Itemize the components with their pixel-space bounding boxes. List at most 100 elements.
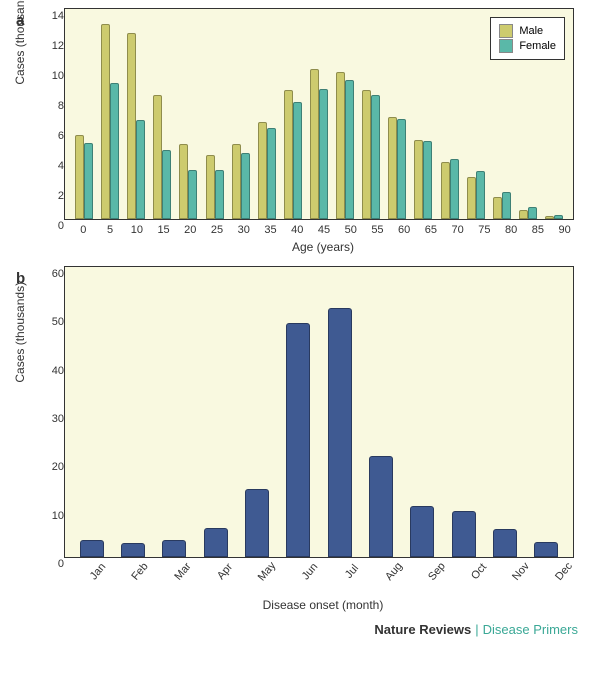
ytick-label: 10 — [52, 510, 64, 522]
bar-group — [280, 9, 306, 219]
bar — [232, 144, 241, 219]
bar — [286, 323, 310, 557]
bar — [241, 153, 250, 219]
footer-brand: Nature Reviews — [374, 622, 471, 637]
bar — [258, 122, 267, 220]
xtick-label: 20 — [177, 220, 204, 236]
ytick-label: 20 — [52, 461, 64, 473]
xtick-label: 85 — [524, 220, 551, 236]
bar — [206, 155, 215, 220]
bar — [362, 90, 371, 219]
bar — [410, 506, 434, 557]
footer-section: Disease Primers — [483, 622, 578, 637]
xtick-label: 10 — [123, 220, 150, 236]
ytick-label: 10 — [52, 70, 64, 82]
bar — [162, 150, 171, 219]
bar-group — [437, 9, 463, 219]
bar — [371, 95, 380, 220]
bar — [110, 83, 119, 220]
bar-group — [154, 267, 195, 557]
bar-group — [71, 9, 97, 219]
figure-footer: Nature Reviews|Disease Primers — [0, 616, 594, 647]
panel-a-legend: Male Female — [490, 17, 565, 60]
bar — [450, 159, 459, 219]
bar-group — [228, 9, 254, 219]
panel-b: b Cases (thousands) 0102030405060 JanFeb… — [12, 266, 582, 612]
ytick-label: 60 — [52, 268, 64, 280]
bar — [293, 102, 302, 219]
bar — [75, 135, 84, 219]
bar — [554, 215, 563, 220]
bar — [493, 529, 517, 557]
bar-group — [443, 267, 484, 557]
bar — [519, 210, 528, 219]
ytick-label: 40 — [52, 365, 64, 377]
xtick-label: 70 — [444, 220, 471, 236]
bar — [328, 308, 352, 557]
bar — [441, 162, 450, 219]
panel-b-xlabel: Disease onset (month) — [64, 598, 582, 612]
bar-group — [332, 9, 358, 219]
legend-swatch-female — [499, 39, 513, 53]
bar — [179, 144, 188, 219]
xtick-label: 30 — [230, 220, 257, 236]
bar — [310, 69, 319, 219]
bar — [467, 177, 476, 219]
bar — [101, 24, 110, 219]
bar — [153, 95, 162, 220]
xtick-label: 15 — [150, 220, 177, 236]
bar-group — [195, 267, 236, 557]
panel-a-plot: Male Female — [64, 8, 574, 220]
panel-b-plot — [64, 266, 574, 558]
ytick-label: 0 — [58, 558, 64, 570]
bar — [528, 207, 537, 219]
xtick-label: 75 — [471, 220, 498, 236]
bar — [369, 456, 393, 557]
xtick-label: 5 — [97, 220, 124, 236]
xtick-label: 40 — [284, 220, 311, 236]
legend-swatch-male — [499, 24, 513, 38]
bar-group — [236, 267, 277, 557]
bar — [476, 171, 485, 219]
bar — [215, 170, 224, 220]
bar-group — [71, 267, 112, 557]
panel-b-xaxis: JanFebMarAprMayJunJulAugSepOctNovDec — [64, 558, 584, 580]
panel-b-ylabel: Cases (thousands) — [13, 282, 27, 383]
bar-group — [112, 267, 153, 557]
bar — [423, 141, 432, 219]
bar-group — [402, 267, 443, 557]
legend-label-female: Female — [519, 40, 556, 52]
bar-group — [278, 267, 319, 557]
bar-group — [254, 9, 280, 219]
bar — [267, 128, 276, 220]
xtick-label: 90 — [551, 220, 578, 236]
bar — [188, 170, 197, 220]
ytick-label: 50 — [52, 316, 64, 328]
bar-group — [149, 9, 175, 219]
bar-group — [360, 267, 401, 557]
bar — [127, 33, 136, 219]
bar-group — [384, 9, 410, 219]
bar-group — [410, 9, 436, 219]
ytick-label: 30 — [52, 413, 64, 425]
panel-a-yaxis: 02468101214 — [44, 16, 64, 226]
bar — [502, 192, 511, 219]
legend-label-male: Male — [519, 25, 543, 37]
bar-group — [202, 9, 228, 219]
bar-group — [306, 9, 332, 219]
panel-a-xlabel: Age (years) — [64, 240, 582, 254]
panel-a-xaxis: 051015202530354045505560657075808590 — [64, 220, 584, 236]
ytick-label: 0 — [58, 220, 64, 232]
figure-container: a Cases (thousands) 02468101214 Male Fem… — [0, 8, 594, 647]
legend-row-male: Male — [499, 24, 556, 38]
xtick-label: 55 — [364, 220, 391, 236]
bar — [345, 80, 354, 220]
bar-group — [97, 9, 123, 219]
ytick-label: 12 — [52, 40, 64, 52]
bar — [336, 72, 345, 219]
panel-b-yaxis: 0102030405060 — [44, 274, 64, 564]
bar — [84, 143, 93, 220]
bar — [388, 117, 397, 219]
xtick-label: 25 — [204, 220, 231, 236]
bar-group — [463, 9, 489, 219]
